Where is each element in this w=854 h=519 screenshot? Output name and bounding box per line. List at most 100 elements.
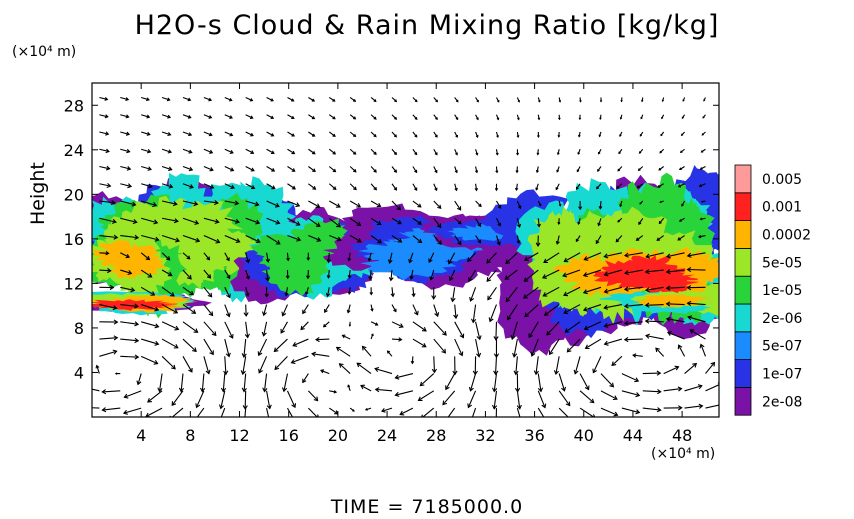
wind-arrow: [604, 269, 623, 276]
wind-arrowhead: [388, 276, 394, 282]
wind-arrowhead: [582, 289, 588, 295]
colorbar-swatch: [734, 164, 752, 194]
wind-arrow: [286, 252, 289, 261]
wind-arrow: [391, 338, 402, 341]
wind-arrowhead: [194, 220, 200, 225]
wind-arrowhead: [126, 166, 132, 171]
wind-arrowhead: [558, 100, 562, 103]
wind-arrowhead: [644, 318, 650, 324]
wind-arrowhead: [280, 328, 285, 334]
wind-arrow: [140, 269, 152, 278]
wind-arrowhead: [112, 305, 118, 311]
wind-arrowhead: [592, 414, 596, 417]
wind-arrow: [182, 252, 191, 260]
wind-arrow: [141, 304, 159, 311]
wind-arrowhead: [146, 131, 151, 136]
wind-arrow: [266, 217, 280, 224]
wind-arrowhead: [311, 98, 316, 102]
wind-arrowhead: [106, 182, 112, 189]
wind-arrowhead: [81, 405, 85, 409]
wind-arrow: [595, 235, 602, 244]
wind-arrowhead: [230, 184, 235, 190]
wind-arrow: [182, 200, 198, 205]
wind-arrow: [244, 408, 247, 417]
wind-arrowhead: [437, 240, 442, 245]
wind-arrowhead: [454, 170, 458, 174]
wind-arrowhead: [656, 407, 662, 413]
wind-arrowhead: [596, 186, 600, 190]
wind-arrow: [698, 234, 706, 238]
wind-arrow: [245, 114, 253, 119]
wind-arrowhead: [603, 288, 609, 294]
wind-arrow: [92, 388, 100, 392]
wind-arrowhead: [193, 328, 199, 333]
wind-arrowhead: [496, 117, 500, 121]
plot-frame: [91, 82, 720, 418]
wind-arrow: [381, 407, 393, 412]
wind-arrow: [182, 165, 193, 171]
wind-arrow: [203, 183, 214, 189]
wind-arrowhead: [665, 253, 671, 259]
wind-arrow: [328, 217, 341, 228]
wind-arrowhead: [620, 99, 623, 103]
wind-arrow: [387, 350, 393, 357]
wind-arrowhead: [623, 252, 629, 258]
wind-arrowhead: [493, 353, 500, 359]
wind-arrowhead: [710, 361, 716, 367]
wind-arrow: [324, 304, 330, 313]
wind-arrowhead: [134, 321, 140, 327]
wind-arrowhead: [369, 292, 374, 296]
wind-arrowhead: [397, 220, 402, 225]
wind-arrow: [657, 183, 664, 188]
wind-arrowhead: [154, 323, 160, 329]
wind-arrow: [556, 235, 560, 245]
wind-arrowhead: [678, 167, 682, 171]
wind-arrowhead: [476, 117, 479, 121]
wind-arrow: [242, 356, 247, 375]
wind-arrowhead: [414, 310, 419, 316]
cloud-field: [92, 165, 719, 356]
wind-arrow: [428, 252, 435, 263]
wind-arrow: [412, 148, 418, 155]
wind-arrowhead: [292, 341, 298, 347]
wind-arrow: [348, 252, 351, 261]
wind-arrowhead: [692, 362, 698, 368]
wind-arrow: [433, 321, 447, 336]
wind-arrowhead: [431, 295, 437, 300]
wind-arrowhead: [517, 117, 520, 121]
wind-arrow: [120, 217, 137, 223]
wind-arrowhead: [109, 284, 115, 291]
wind-arrowhead: [497, 222, 502, 227]
wind-arrowhead: [506, 315, 512, 321]
wind-arrow: [370, 131, 377, 137]
wind-arrow: [655, 347, 665, 357]
wind-arrowhead: [332, 133, 336, 137]
wind-arrow: [224, 114, 233, 119]
wind-arrowhead: [257, 351, 263, 357]
wind-arrowhead: [661, 116, 664, 120]
wind-arrowhead: [530, 351, 536, 357]
wind-arrow: [161, 183, 173, 188]
wind-arrowhead: [215, 238, 221, 244]
wind-arrowhead: [584, 385, 590, 391]
y-tick-label: 28: [64, 96, 84, 115]
wind-arrowhead: [152, 202, 158, 208]
wind-arrowhead: [537, 117, 541, 121]
y-tick-label: 12: [64, 274, 84, 293]
wind-arrowhead: [147, 183, 153, 189]
wind-arrowhead: [617, 168, 621, 172]
wind-arrow: [339, 363, 351, 374]
wind-arrow: [584, 321, 602, 330]
wind-arrowhead: [492, 404, 498, 410]
wind-arrow: [203, 338, 214, 355]
wind-arrow: [645, 304, 664, 306]
wind-arrow: [102, 390, 121, 393]
wind-arrowhead: [563, 309, 569, 314]
wind-arrowhead: [195, 237, 201, 243]
wind-arrowhead: [522, 294, 528, 299]
wind-arrowhead: [665, 269, 671, 275]
wind-arrowhead: [678, 405, 683, 411]
wind-arrow: [141, 131, 150, 136]
wind-arrowhead: [563, 291, 569, 297]
wind-arrow: [328, 114, 336, 120]
